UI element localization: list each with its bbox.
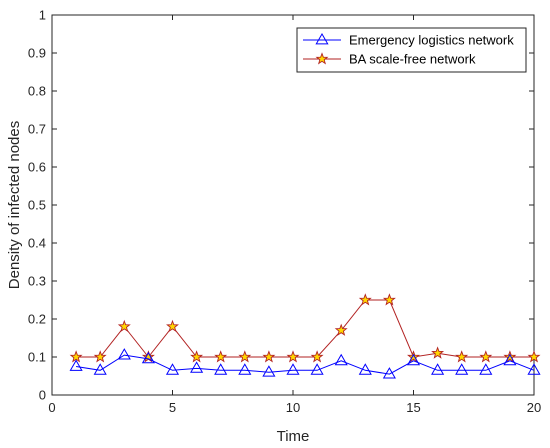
y-axis-title: Density of infected nodes	[6, 121, 23, 289]
legend-box	[296, 27, 527, 73]
data-point	[214, 363, 228, 375]
data-point	[190, 350, 204, 363]
data-point	[503, 353, 517, 366]
data-point	[117, 348, 131, 360]
y-tick-label: 0.8	[28, 84, 46, 99]
data-point	[93, 363, 107, 375]
data-point	[407, 350, 420, 363]
data-point	[93, 350, 107, 363]
data-point	[406, 353, 421, 366]
legend: Emergency logistics network BA scale-free…	[296, 27, 527, 73]
plot-area	[52, 15, 534, 395]
y-tick-label: 0.7	[28, 122, 46, 137]
x-axis-title: Time	[277, 428, 310, 445]
legend-label: BA scale-free network	[349, 52, 476, 67]
data-point	[286, 363, 300, 375]
data-point	[479, 350, 493, 363]
x-tick-label: 20	[527, 400, 541, 415]
y-tick-label: 0.6	[28, 160, 46, 175]
legend-label: Emergency logistics network	[349, 33, 514, 48]
data-point	[165, 363, 180, 375]
data-point	[382, 293, 396, 306]
data-point	[334, 323, 348, 336]
data-point	[455, 350, 469, 363]
data-point	[117, 319, 131, 333]
data-point	[262, 365, 276, 377]
data-point	[431, 346, 445, 359]
y-tick-label: 0.3	[28, 274, 46, 289]
data-point	[69, 359, 83, 371]
x-tick-label: 15	[406, 400, 420, 415]
y-tick-label: 1	[39, 8, 46, 23]
data-point	[69, 350, 83, 363]
x-tick-label: 5	[169, 400, 176, 415]
data-point	[262, 350, 276, 363]
data-point	[455, 363, 469, 375]
y-tick-label: 0	[39, 388, 46, 403]
x-tick-label: 0	[48, 400, 55, 415]
y-tick-label: 0.5	[28, 198, 46, 213]
y-tick-label: 0.9	[28, 46, 46, 61]
axes: 0 5 10 15 20 0 0.1 0.2 0.3 0.4 0.5 0.6 0.7 0.8 0.9 1	[28, 8, 541, 416]
data-point	[310, 350, 324, 363]
data-point	[358, 293, 372, 306]
data-point	[503, 350, 517, 363]
data-point	[286, 350, 300, 363]
data-point	[334, 353, 348, 366]
data-point	[382, 367, 396, 379]
data-point	[166, 319, 179, 333]
data-point	[431, 363, 445, 375]
data-point	[238, 350, 252, 363]
legend-marker	[315, 32, 329, 45]
series-emergency-logistics	[69, 348, 541, 379]
data-point	[358, 363, 372, 375]
series-ba-scale-free	[69, 293, 541, 363]
y-tick-label: 0.4	[28, 236, 46, 251]
data-point	[479, 363, 493, 375]
data-point	[190, 361, 204, 373]
series-layer	[69, 293, 541, 379]
x-tick-label: 10	[286, 400, 300, 415]
data-point	[141, 351, 155, 364]
y-tick-label: 0.1	[28, 350, 46, 365]
data-point	[238, 363, 252, 375]
y-tick-label: 0.2	[28, 312, 46, 327]
legend-marker	[315, 52, 329, 65]
data-point	[527, 350, 541, 363]
data-point	[310, 363, 324, 375]
data-point	[214, 350, 228, 363]
data-point	[527, 363, 541, 375]
